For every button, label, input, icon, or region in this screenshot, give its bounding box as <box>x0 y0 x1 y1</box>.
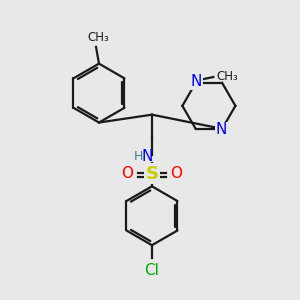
Text: O: O <box>170 166 182 181</box>
Text: H: H <box>134 150 143 164</box>
Text: N: N <box>141 149 153 164</box>
Text: CH₃: CH₃ <box>216 70 238 83</box>
Text: N: N <box>215 122 227 137</box>
Text: CH₃: CH₃ <box>87 31 109 44</box>
Text: N: N <box>191 74 202 89</box>
Text: O: O <box>122 166 134 181</box>
Text: Cl: Cl <box>145 263 159 278</box>
Text: S: S <box>146 165 158 183</box>
